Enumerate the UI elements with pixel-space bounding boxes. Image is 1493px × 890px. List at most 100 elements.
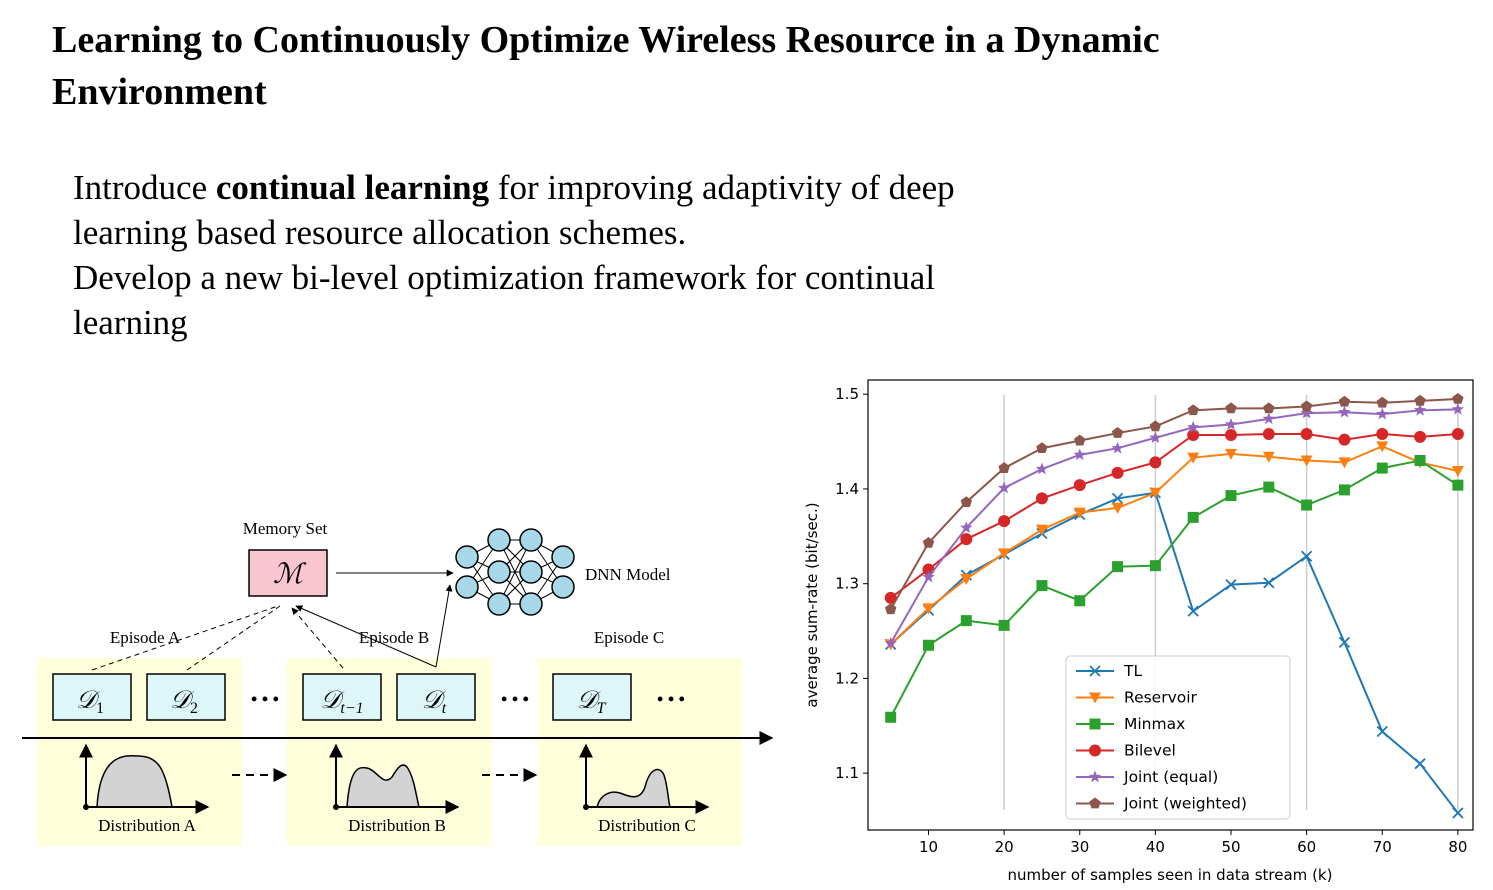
ellipsis-3: • • • bbox=[657, 689, 685, 709]
data-point-reservoir bbox=[1149, 487, 1162, 499]
data-point-bilevel bbox=[1149, 456, 1162, 469]
data-point-reservoir bbox=[1300, 455, 1313, 467]
data-point-joint-weighted bbox=[1187, 404, 1199, 416]
data-point-joint-equal bbox=[1338, 405, 1351, 418]
data-point-minmax bbox=[1036, 580, 1048, 592]
data-box-1-subscript: 1 bbox=[96, 700, 104, 717]
series-minmax bbox=[885, 455, 1464, 723]
data-point-minmax bbox=[1187, 511, 1199, 523]
dnn-model-label: DNN Model bbox=[585, 565, 671, 584]
dnn-neuron bbox=[519, 528, 543, 552]
data-box-t-minus-1-subscript: t−1 bbox=[340, 700, 363, 717]
data-point-minmax bbox=[885, 711, 897, 723]
data-point-joint-weighted bbox=[884, 603, 897, 615]
legend-entry-joint-equal: Joint (equal) bbox=[1076, 768, 1218, 786]
dnn-neuron bbox=[551, 575, 575, 599]
data-point-joint-equal bbox=[1224, 418, 1238, 430]
legend-marker-joint-weighted bbox=[1089, 797, 1101, 809]
chart-legend: TL Reservoir Minmax Bilevel Joint (equal) Joi… bbox=[1065, 655, 1291, 820]
data-point-joint-weighted bbox=[1300, 400, 1313, 412]
bullet-1-prefix: Introduce bbox=[73, 168, 216, 207]
data-point-minmax bbox=[1263, 481, 1275, 493]
slide-title-line-2: Environment bbox=[52, 71, 267, 113]
distribution-c-label: Distribution C bbox=[598, 816, 696, 835]
data-point-bilevel bbox=[998, 515, 1011, 528]
data-point-tl bbox=[1414, 758, 1426, 770]
legend-label-minmax: Minmax bbox=[1124, 715, 1185, 733]
chart-y-axis-label: average sum-rate (bit/sec.) bbox=[803, 502, 821, 707]
data-point-joint-weighted bbox=[1414, 394, 1426, 406]
data-box-2-subscript: 2 bbox=[190, 700, 198, 717]
data-point-minmax bbox=[1338, 484, 1350, 496]
distribution-a-label: Distribution A bbox=[98, 816, 196, 835]
data-point-bilevel bbox=[1338, 433, 1351, 446]
slide-title-line-1: Learning to Continuously Optimize Wirele… bbox=[52, 19, 1160, 61]
legend-label-reservoir: Reservoir bbox=[1124, 689, 1198, 707]
legend-box bbox=[1065, 655, 1291, 820]
dnn-neuron bbox=[487, 592, 511, 616]
data-point-reservoir bbox=[1073, 507, 1086, 519]
box-to-memory-line bbox=[295, 605, 437, 668]
memory-set-symbol: ℳ bbox=[273, 559, 307, 590]
data-point-reservoir bbox=[1262, 451, 1275, 463]
series-line-joint-weighted bbox=[889, 397, 1458, 610]
data-point-bilevel bbox=[1262, 428, 1275, 440]
data-point-joint-weighted bbox=[998, 462, 1010, 473]
series-joint-weighted bbox=[884, 392, 1464, 615]
data-point-bilevel bbox=[960, 533, 973, 546]
data-point-joint-equal bbox=[1451, 402, 1465, 415]
data-point-minmax bbox=[1376, 462, 1388, 474]
data-point-joint-equal bbox=[960, 521, 973, 534]
ellipsis-2: • • • bbox=[501, 689, 529, 709]
data-point-minmax bbox=[1414, 455, 1426, 467]
legend-label-bilevel: Bilevel bbox=[1124, 742, 1176, 760]
y-tick-label: 1.1 bbox=[835, 764, 859, 782]
data-point-bilevel bbox=[1225, 428, 1237, 441]
memory-set-box bbox=[248, 549, 328, 597]
continual-learning-diagram: Memory Set ℳ DNN Model Episode A Episode… bbox=[22, 519, 774, 846]
y-tick-label: 1.5 bbox=[835, 385, 859, 403]
data-point-reservoir bbox=[1225, 448, 1237, 460]
episode-c-label: Episode C bbox=[594, 628, 664, 647]
data-point-joint-equal bbox=[1262, 412, 1275, 425]
data-point-reservoir bbox=[960, 573, 973, 585]
x-tick-label: 40 bbox=[1146, 838, 1165, 856]
memory-update-lines bbox=[91, 605, 344, 671]
bullet-1-line-1: Introduce continual learning for improvi… bbox=[73, 165, 1073, 210]
series-line-tl bbox=[890, 491, 1459, 814]
data-point-joint-equal bbox=[1035, 462, 1049, 475]
distribution-b-label: Distribution B bbox=[348, 816, 446, 835]
chart-x-axis-label: number of samples seen in data stream (k… bbox=[1008, 866, 1333, 884]
data-point-joint-weighted bbox=[1263, 402, 1275, 414]
data-point-joint-weighted bbox=[960, 496, 973, 508]
box-to-dnn-line bbox=[435, 584, 453, 668]
y-tick-label: 1.4 bbox=[835, 480, 859, 498]
data-point-joint-equal bbox=[1300, 406, 1313, 419]
legend-entry-minmax: Minmax bbox=[1076, 715, 1185, 733]
dnn-neuron bbox=[519, 592, 543, 616]
data-point-joint-weighted bbox=[922, 536, 935, 548]
data-point-reservoir bbox=[998, 548, 1011, 560]
x-tick-label: 30 bbox=[1070, 838, 1089, 856]
legend-label-tl: TL bbox=[1123, 662, 1142, 680]
legend-label-joint-equal: Joint (equal) bbox=[1123, 768, 1218, 786]
chart-axis-ticks: 10 20 30 40 50 60 70 80 1.1 1.2 1.3 1.4 1.5 bbox=[835, 385, 1467, 856]
bullet-2-line-2: learning bbox=[73, 303, 188, 342]
legend-entry-reservoir: Reservoir bbox=[1076, 689, 1198, 707]
data-point-minmax bbox=[1074, 595, 1086, 607]
data-point-bilevel bbox=[1111, 466, 1124, 479]
x-tick-label: 70 bbox=[1373, 838, 1392, 856]
bullet-2-line-1: Develop a new bi-level optimization fram… bbox=[73, 258, 936, 297]
data-point-bilevel bbox=[1300, 428, 1313, 440]
series-line-reservoir bbox=[890, 445, 1459, 646]
data-point-bilevel bbox=[1073, 479, 1086, 492]
data-point-reservoir bbox=[1111, 502, 1124, 514]
distribution-b-plot bbox=[329, 743, 460, 814]
series-line-joint-equal bbox=[889, 408, 1458, 644]
legend-label-joint-weighted: Joint (weighted) bbox=[1123, 795, 1247, 813]
data-point-reservoir bbox=[922, 603, 935, 615]
data-point-minmax bbox=[1112, 561, 1124, 573]
data-point-tl bbox=[1187, 605, 1199, 617]
distribution-a-plot bbox=[79, 743, 210, 814]
data-point-joint-equal bbox=[997, 481, 1011, 494]
